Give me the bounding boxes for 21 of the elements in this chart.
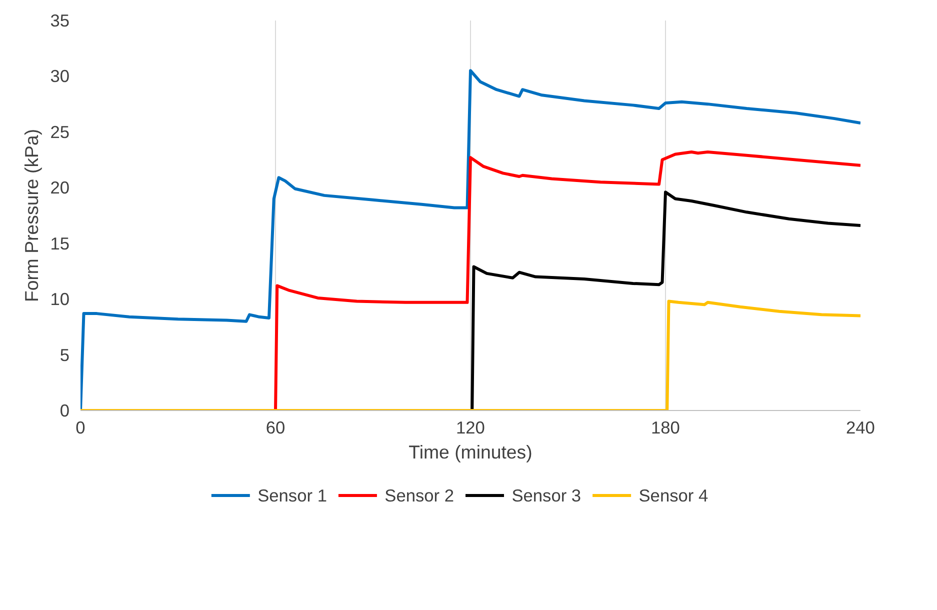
x-tick-label: 60 <box>266 418 286 438</box>
y-tick-label: 35 <box>50 10 70 30</box>
x-axis-title: Time (minutes) <box>408 442 532 462</box>
y-tick-label: 30 <box>50 66 70 86</box>
y-tick-label: 10 <box>50 289 70 310</box>
y-tick-label: 5 <box>60 344 70 365</box>
x-tick-label: 0 <box>76 418 86 438</box>
x-tick-label: 120 <box>456 418 485 438</box>
line-series <box>80 69 860 410</box>
y-tick-label: 0 <box>60 400 70 420</box>
y-axis-title: Form Pressure (kPa) <box>21 128 42 302</box>
y-tick-label: 15 <box>50 233 70 254</box>
line-series <box>80 300 860 410</box>
legend-label: Sensor 2 <box>384 486 454 506</box>
legend-label: Sensor 3 <box>512 486 582 506</box>
legend-label: Sensor 1 <box>258 486 327 506</box>
legend-label: Sensor 4 <box>638 486 708 506</box>
y-tick-label: 25 <box>50 122 70 142</box>
x-tick-label: 240 <box>846 418 875 438</box>
y-tick-label: 20 <box>50 178 70 198</box>
x-tick-label: 180 <box>651 418 680 438</box>
